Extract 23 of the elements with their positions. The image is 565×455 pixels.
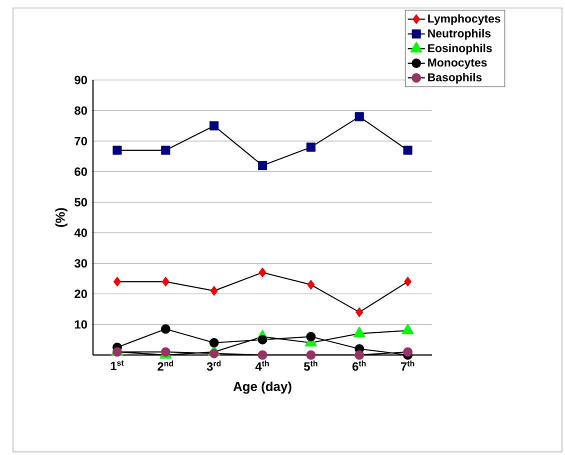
y-tick-label: 60 bbox=[74, 167, 87, 176]
y-tick-label: 10 bbox=[74, 320, 87, 329]
y-tick-label: 70 bbox=[74, 136, 87, 146]
x-tick-label: 6$^{th}$ bbox=[352, 360, 366, 371]
legend-label: Basophils bbox=[428, 72, 482, 84]
x-tick-label: 7$^{th}$ bbox=[400, 360, 414, 371]
legend-label: Eosinophils bbox=[428, 44, 492, 54]
x-tick-label: 1$^{st}$ bbox=[110, 360, 124, 370]
y-tick-label: 40 bbox=[74, 228, 87, 237]
y-tick-label: 80 bbox=[74, 106, 87, 115]
y-tick-label: 20 bbox=[74, 290, 87, 298]
x-tick-label: 3$^{rd}$ bbox=[206, 360, 221, 371]
legend-label: Lymphocytes bbox=[428, 14, 500, 25]
y-tick-label: 30 bbox=[74, 259, 87, 268]
y-tick-label: 90 bbox=[74, 76, 87, 84]
y-axis-title: (%) bbox=[55, 208, 68, 227]
x-tick-label: 4$^{th}$ bbox=[255, 360, 269, 371]
legend-label: Neutrophils bbox=[428, 29, 491, 40]
legend-label: Monocytes bbox=[428, 58, 487, 69]
x-tick-label: 2$^{nd}$ bbox=[158, 360, 174, 371]
x-tick-label: 5$^{th}$ bbox=[304, 360, 318, 371]
x-axis-title: Age (day) bbox=[233, 382, 292, 394]
y-tick-label: 50 bbox=[74, 198, 87, 206]
